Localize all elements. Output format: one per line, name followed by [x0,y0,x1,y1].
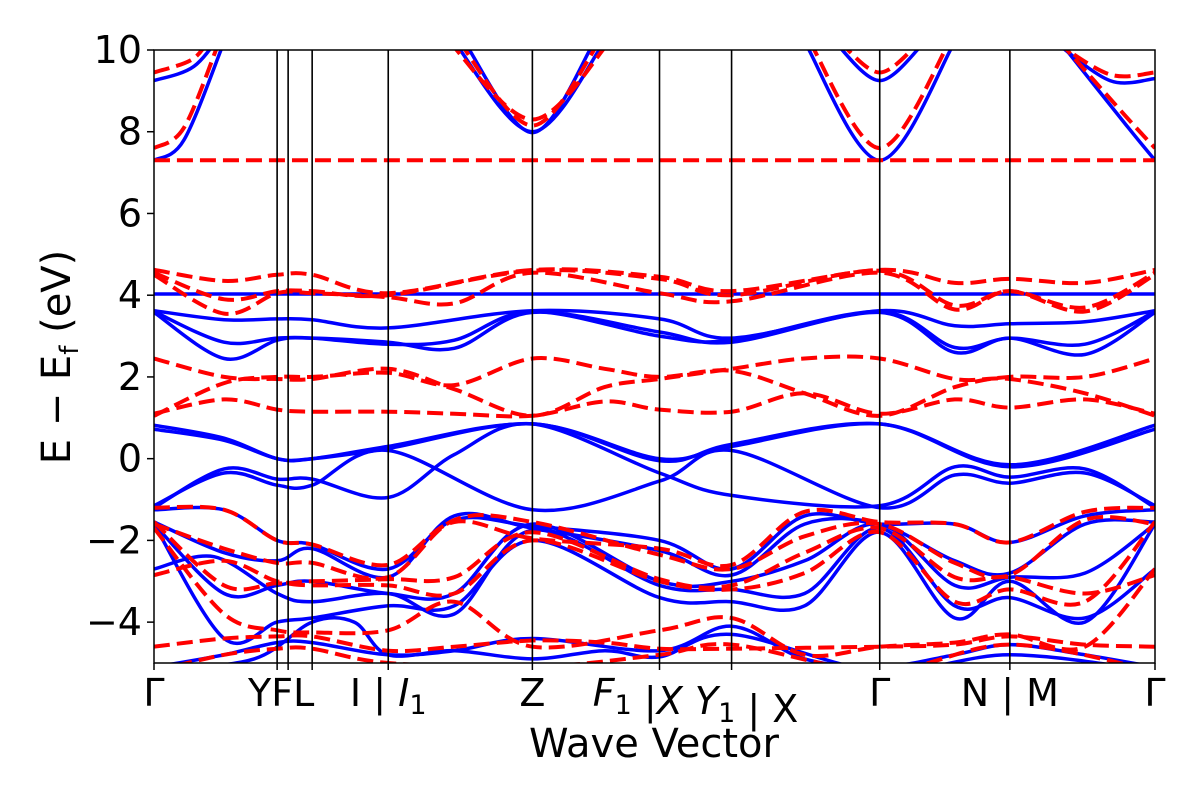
band-line [154,523,1155,646]
y-tick-label: 6 [118,191,142,235]
y-axis-label-main: E − E [34,355,80,465]
y-tick-label: 8 [118,110,142,154]
bands-layer [154,50,1155,663]
high-symmetry-lines [276,50,1011,663]
x-tick-label: F1 |X Y1 | X [593,671,799,732]
band-line [154,520,1155,607]
x-axis: Γ YFL I | I1 Z F1 |X Y1 | X Γ N | M Γ [143,663,1166,732]
x-tick-label: I | I1 [350,671,427,721]
y-tick-label: 0 [118,437,142,481]
band-line [458,50,602,134]
band-line [1064,50,1155,150]
y-tick-label: −4 [86,600,142,644]
x-tick-label: Γ [143,671,164,715]
y-tick-label: −2 [86,518,142,562]
band-line [154,391,1155,419]
band-line [1064,50,1155,162]
band-line [154,421,1155,469]
x-tick-label: YFL [247,671,314,715]
y-axis-label-sub: f [55,345,85,355]
x-tick-label: N | M [961,671,1059,716]
y-axis-label-unit: (eV) [34,250,80,346]
band-line [154,633,1155,654]
band-line [154,50,205,75]
y-tick-label: 4 [118,273,142,317]
svg-text:E − Ef (eV): E − Ef (eV) [34,250,85,465]
band-line [154,50,219,150]
x-tick-label: Z [519,671,545,715]
band-line [154,356,1155,418]
y-tick-label: 10 [94,28,142,72]
y-axis-label: E − Ef (eV) [34,250,85,465]
band-line [154,50,212,83]
x-tick-label: Γ [1144,671,1165,715]
plot-frame [153,49,1156,664]
band-line [154,354,1155,418]
y-tick-label: 2 [118,355,142,399]
x-tick-label: Γ [869,671,890,715]
band-line [462,50,597,128]
band-line [154,511,1155,580]
band-line [154,526,1155,658]
band-line [1063,50,1155,79]
y-axis: −4 −2 0 2 4 6 8 10 [86,28,154,644]
band-line [154,50,223,162]
series-dashed [154,50,1155,663]
band-line [154,505,1155,572]
band-line [154,504,1155,569]
x-axis-label: Wave Vector [529,721,780,767]
